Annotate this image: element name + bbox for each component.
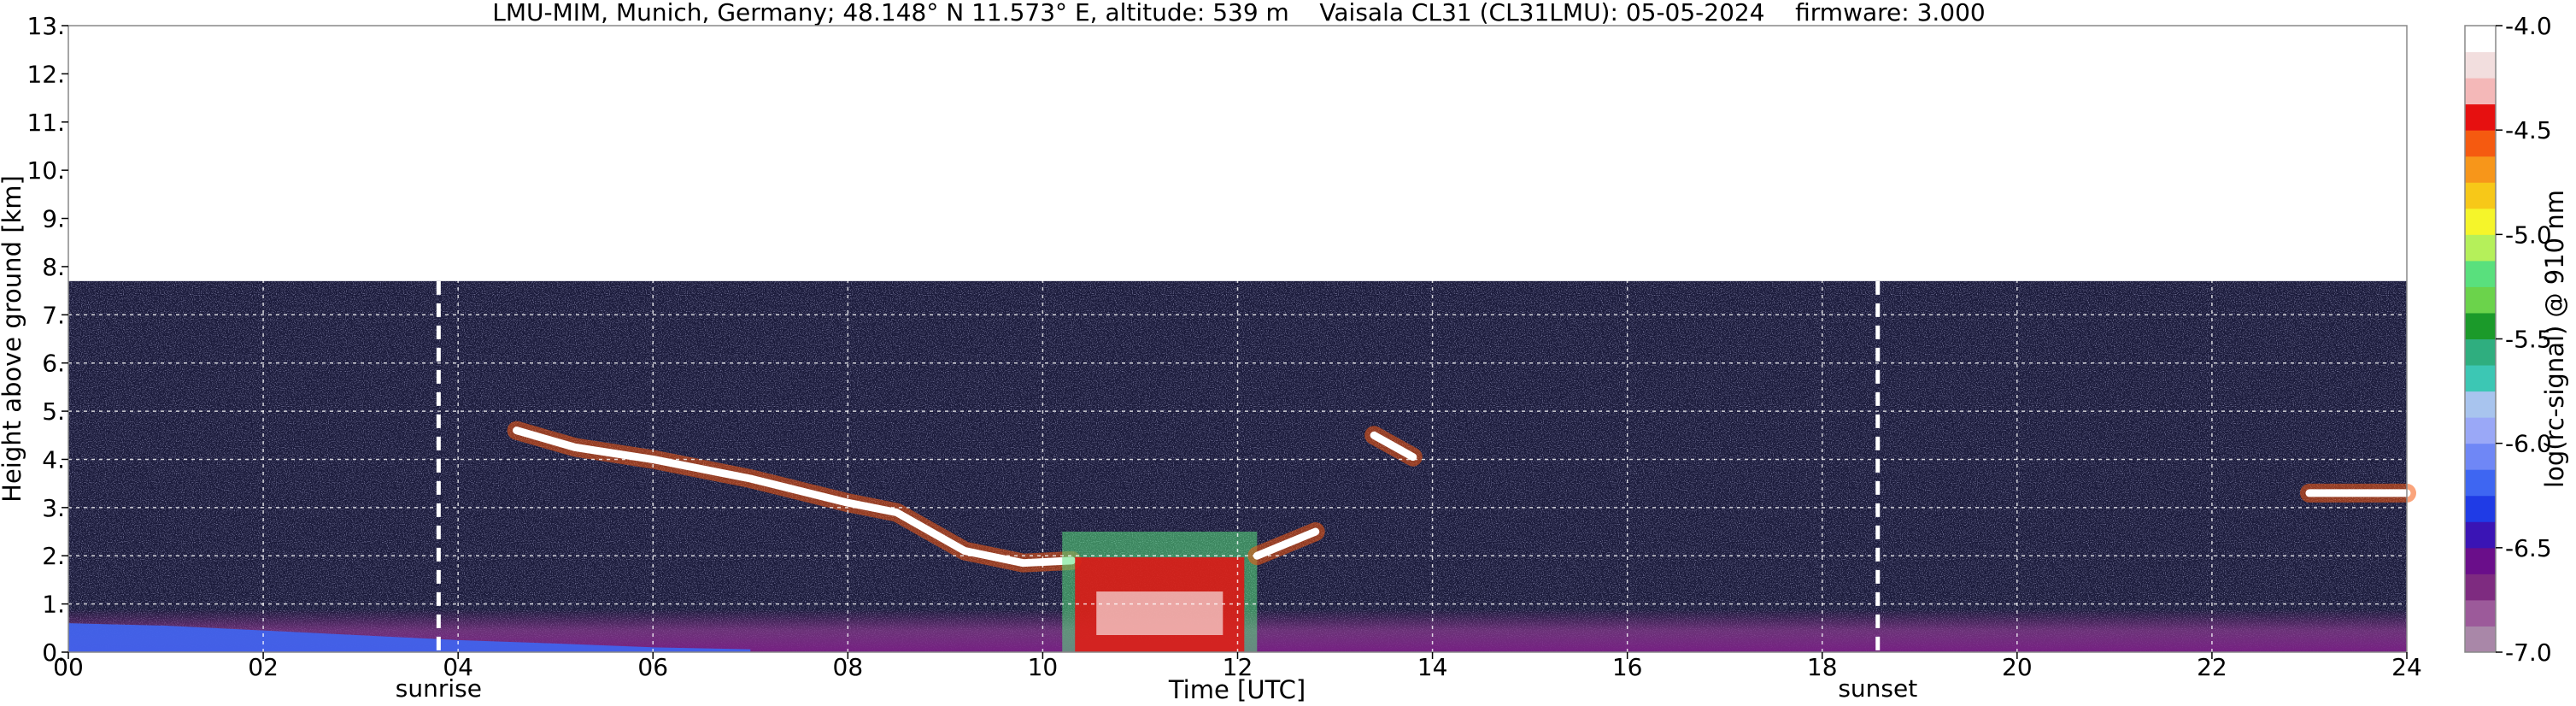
colorbar-bin xyxy=(2465,26,2496,53)
colorbar-bin xyxy=(2465,103,2496,131)
colorbar-label: log(rc-signal) @ 910 nm xyxy=(2540,190,2569,488)
x-tick-label: 22 xyxy=(2197,653,2227,681)
sunrise-label: sunrise xyxy=(396,674,482,703)
y-tick-label: 12. xyxy=(26,60,65,88)
x-tick-label: 08 xyxy=(833,653,864,681)
y-tick-label: 6. xyxy=(42,350,65,378)
y-tick-label: 13. xyxy=(26,12,65,40)
feature-line xyxy=(1253,527,1320,560)
colorbar-tick-label: -5.5 xyxy=(2505,326,2552,354)
x-tick-label: 04 xyxy=(443,653,473,681)
colorbar-bin xyxy=(2465,312,2496,339)
colorbar-bin xyxy=(2465,234,2496,262)
y-axis-label: Height above ground [km] xyxy=(0,175,26,503)
y-tick-label: 2. xyxy=(42,542,65,570)
colorbar-bin xyxy=(2465,182,2496,209)
colorbar-bin xyxy=(2465,78,2496,105)
y-tick-label: 0. xyxy=(42,638,65,667)
colorbar-bin xyxy=(2465,469,2496,497)
colorbar-bin xyxy=(2465,286,2496,314)
colorbar-bin xyxy=(2465,599,2496,627)
colorbar-bin xyxy=(2465,208,2496,235)
x-tick-label: 12 xyxy=(1223,653,1253,681)
colorbar-bin xyxy=(2465,443,2496,470)
sunset-label: sunset xyxy=(1838,674,1917,703)
colorbar-bin xyxy=(2465,521,2496,549)
x-tick-label: 06 xyxy=(637,653,668,681)
x-tick-label: 24 xyxy=(2391,653,2422,681)
colorbar-tick-label: -4.0 xyxy=(2505,12,2552,40)
feature-peak xyxy=(1096,591,1223,635)
colorbar-bin xyxy=(2465,130,2496,157)
x-tick-label: 10 xyxy=(1028,653,1059,681)
y-tick-label: 10. xyxy=(26,156,65,185)
x-tick-label: 18 xyxy=(1807,653,1838,681)
colorbar-bin xyxy=(2465,417,2496,444)
x-tick-label: 00 xyxy=(53,653,84,681)
chart-title: LMU-MIM, Munich, Germany; 48.148° N 11.5… xyxy=(492,0,1986,26)
y-tick-label: 3. xyxy=(42,494,65,522)
y-tick-label: 8. xyxy=(42,253,65,281)
x-tick-label: 16 xyxy=(1612,653,1643,681)
colorbar-bin xyxy=(2465,365,2496,392)
x-tick-label: 14 xyxy=(1417,653,1448,681)
colorbar-bin xyxy=(2465,338,2496,366)
colorbar-bin xyxy=(2465,156,2496,183)
y-tick-label: 1. xyxy=(42,591,65,619)
colorbar-bin xyxy=(2465,260,2496,287)
colorbar-tick-label: -5.0 xyxy=(2505,221,2552,249)
y-tick-label: 7. xyxy=(42,301,65,329)
surface-layer xyxy=(68,623,751,652)
colorbar-tick-label: -6.5 xyxy=(2505,534,2552,562)
y-tick-label: 11. xyxy=(26,109,65,137)
colorbar-bin xyxy=(2465,626,2496,653)
feature-line xyxy=(1370,431,1417,462)
y-tick-label: 9. xyxy=(42,205,65,233)
x-tick-label: 20 xyxy=(2002,653,2033,681)
colorbar-tick-label: -4.5 xyxy=(2505,116,2552,144)
colorbar-bin xyxy=(2465,574,2496,601)
x-axis-label: Time [UTC] xyxy=(1168,675,1306,704)
colorbar-bin xyxy=(2465,495,2496,522)
colorbar-bin xyxy=(2465,547,2496,574)
colorbar-bin xyxy=(2465,51,2496,79)
y-tick-label: 4. xyxy=(42,445,65,474)
y-tick-label: 5. xyxy=(42,397,65,426)
colorbar-tick-label: -7.0 xyxy=(2505,638,2552,667)
x-tick-label: 02 xyxy=(248,653,279,681)
colorbar-bin xyxy=(2465,391,2496,418)
colorbar-tick-label: -6.0 xyxy=(2505,430,2552,458)
